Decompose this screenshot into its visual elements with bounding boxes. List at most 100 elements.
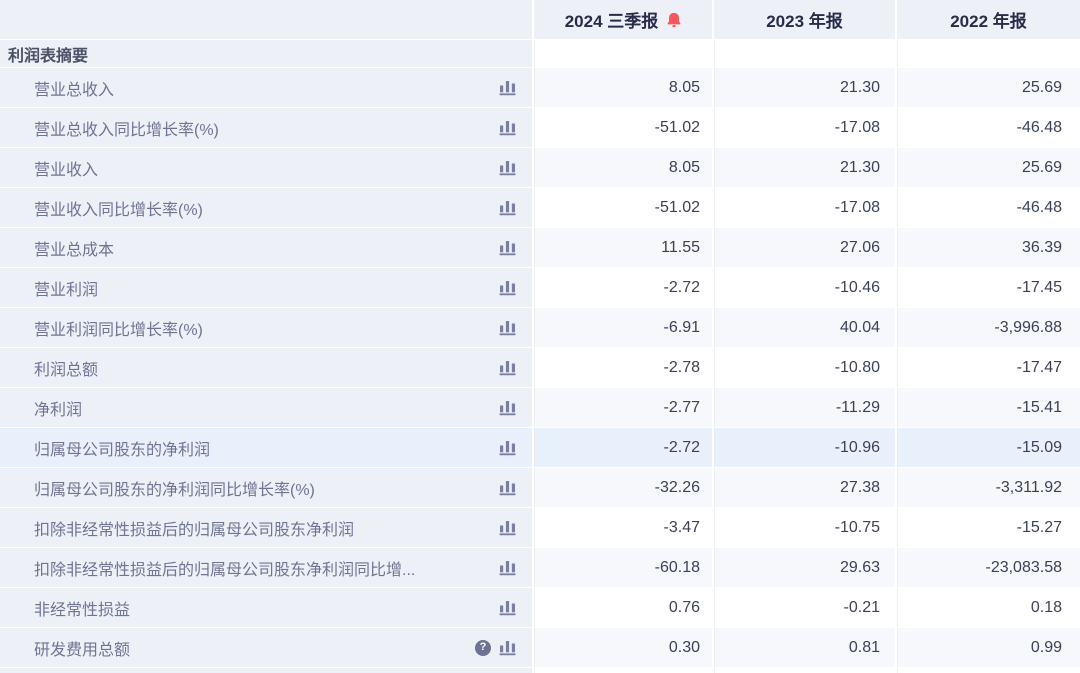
- value-2023: -0.21: [712, 588, 895, 628]
- column-header-2022[interactable]: 2022 年报: [895, 0, 1080, 40]
- value-2022: 0.99: [895, 628, 1080, 668]
- value-2024-q3: 11.55: [532, 228, 712, 268]
- value-2024-q3: -6.91: [532, 308, 712, 348]
- value-2022: 25.69: [895, 68, 1080, 108]
- empty-cell: [895, 40, 1080, 68]
- row-label-cell: 归属母公司股东的净利润同比增长率(%): [0, 468, 532, 508]
- value-2023: -10.46: [712, 268, 895, 308]
- row-label: 营业总成本: [34, 241, 115, 259]
- bar-chart-icon[interactable]: [499, 279, 516, 296]
- bar-chart-icon[interactable]: [499, 359, 516, 376]
- row-label: 营业收入同比增长率(%): [34, 201, 203, 219]
- column-header-2024-q3[interactable]: 2024 三季报: [532, 0, 712, 40]
- bar-chart-icon[interactable]: [499, 399, 516, 416]
- table-row[interactable]: 扣除非经常性损益后的归属母公司股东净利润 -3.47 -10.75 -15.: [0, 508, 1080, 548]
- table-row[interactable]: 净利润 -2.77 -11.29 -15.41: [0, 388, 1080, 428]
- value-2022: -3,311.92: [895, 468, 1080, 508]
- bar-chart-icon[interactable]: [499, 439, 516, 456]
- value-2024-q3: -51.02: [532, 188, 712, 228]
- table-row[interactable]: 营业利润 -2.72 -10.46 -17.45: [0, 268, 1080, 308]
- row-icons: [499, 559, 516, 576]
- row-label-cell: 非经常性损益: [0, 588, 532, 628]
- value-2022: 36.39: [895, 228, 1080, 268]
- value-2022: -17.45: [895, 268, 1080, 308]
- row-label-cell: 营业总成本: [0, 228, 532, 268]
- bar-chart-icon[interactable]: [499, 319, 516, 336]
- table-row[interactable]: 营业利润同比增长率(%) -6.91 40.04 -3,996.88: [0, 308, 1080, 348]
- row-icons: ?: [475, 639, 516, 656]
- table-row[interactable]: 利润总额 -2.78 -10.80 -17.47: [0, 348, 1080, 388]
- empty-cell: [532, 40, 712, 68]
- bar-chart-icon[interactable]: [499, 159, 516, 176]
- row-label-cell: 利润总额: [0, 348, 532, 388]
- table-row[interactable]: 营业总成本 11.55 27.06 36.39: [0, 228, 1080, 268]
- row-icons: [499, 399, 516, 416]
- value-2022: -15.27: [895, 508, 1080, 548]
- bar-chart-icon[interactable]: [499, 559, 516, 576]
- table-row[interactable]: 归属母公司股东的净利润同比增长率(%) -32.26 27.38 -3,31: [0, 468, 1080, 508]
- value-2022: -17.47: [895, 348, 1080, 388]
- bar-chart-icon[interactable]: [499, 199, 516, 216]
- table-body: 营业总收入 8.05 21.30 25.69: [0, 68, 1080, 668]
- help-icon[interactable]: ?: [475, 639, 491, 656]
- header-corner-cell: [0, 0, 532, 40]
- row-label: 研发费用总额: [34, 641, 131, 659]
- row-icons: [499, 199, 516, 216]
- partial-next-row: [0, 668, 1080, 673]
- value-2024-q3: -2.72: [532, 428, 712, 468]
- row-label: 非经常性损益: [34, 601, 131, 619]
- table-row[interactable]: 营业收入 8.05 21.30 25.69: [0, 148, 1080, 188]
- value-2022: 25.69: [895, 148, 1080, 188]
- row-icons: [499, 479, 516, 496]
- value-2024-q3: 8.05: [532, 68, 712, 108]
- value-2022: -46.48: [895, 188, 1080, 228]
- bar-chart-icon[interactable]: [499, 119, 516, 136]
- bar-chart-icon[interactable]: [499, 239, 516, 256]
- bar-chart-icon[interactable]: [499, 639, 516, 656]
- table-row[interactable]: 营业总收入同比增长率(%) -51.02 -17.08 -46.48: [0, 108, 1080, 148]
- row-label: 营业利润: [34, 281, 99, 299]
- row-label-cell: 营业利润: [0, 268, 532, 308]
- value-2022: -23,083.58: [895, 548, 1080, 588]
- bar-chart-icon[interactable]: [499, 79, 516, 96]
- bar-chart-icon[interactable]: [499, 599, 516, 616]
- table-row[interactable]: 非经常性损益 0.76 -0.21 0.18: [0, 588, 1080, 628]
- value-2024-q3: -2.78: [532, 348, 712, 388]
- row-label-cell: 净利润: [0, 388, 532, 428]
- row-icons: [499, 519, 516, 536]
- bar-chart-icon[interactable]: [499, 519, 516, 536]
- row-label-cell: 营业利润同比增长率(%): [0, 308, 532, 348]
- value-2024-q3: 8.05: [532, 148, 712, 188]
- row-label: 净利润: [34, 401, 83, 419]
- value-2022: 0.18: [895, 588, 1080, 628]
- section-title-row: 利润表摘要: [0, 40, 1080, 68]
- table-row[interactable]: 归属母公司股东的净利润 -2.72 -10.96 -15.09: [0, 428, 1080, 468]
- row-label: 归属母公司股东的净利润: [34, 441, 211, 459]
- value-2023: -17.08: [712, 188, 895, 228]
- alert-bell-icon[interactable]: [667, 12, 681, 28]
- value-2022: -15.09: [895, 428, 1080, 468]
- row-label-cell: 营业总收入: [0, 68, 532, 108]
- column-header-label: 2023 年报: [766, 12, 843, 31]
- value-2023: 40.04: [712, 308, 895, 348]
- bar-chart-icon[interactable]: [499, 479, 516, 496]
- table-row[interactable]: 营业总收入 8.05 21.30 25.69: [0, 68, 1080, 108]
- column-header-2023[interactable]: 2023 年报: [712, 0, 895, 40]
- row-label: 归属母公司股东的净利润同比增长率(%): [34, 481, 315, 499]
- table-row[interactable]: 扣除非经常性损益后的归属母公司股东净利润同比增... -60.18 29.63: [0, 548, 1080, 588]
- row-icons: [499, 359, 516, 376]
- value-2024-q3: -60.18: [532, 548, 712, 588]
- value-2023: 0.81: [712, 628, 895, 668]
- table-row[interactable]: 研发费用总额 ? 0.30 0.81 0.99: [0, 628, 1080, 668]
- value-2024-q3: 0.76: [532, 588, 712, 628]
- row-label: 营业利润同比增长率(%): [34, 321, 203, 339]
- value-2023: 27.38: [712, 468, 895, 508]
- row-label-cell: 营业收入: [0, 148, 532, 188]
- value-2023: 29.63: [712, 548, 895, 588]
- row-label: 营业收入: [34, 161, 99, 179]
- value-2022: -3,996.88: [895, 308, 1080, 348]
- row-icons: [499, 279, 516, 296]
- table-row[interactable]: 营业收入同比增长率(%) -51.02 -17.08 -46.48: [0, 188, 1080, 228]
- value-2023: -10.80: [712, 348, 895, 388]
